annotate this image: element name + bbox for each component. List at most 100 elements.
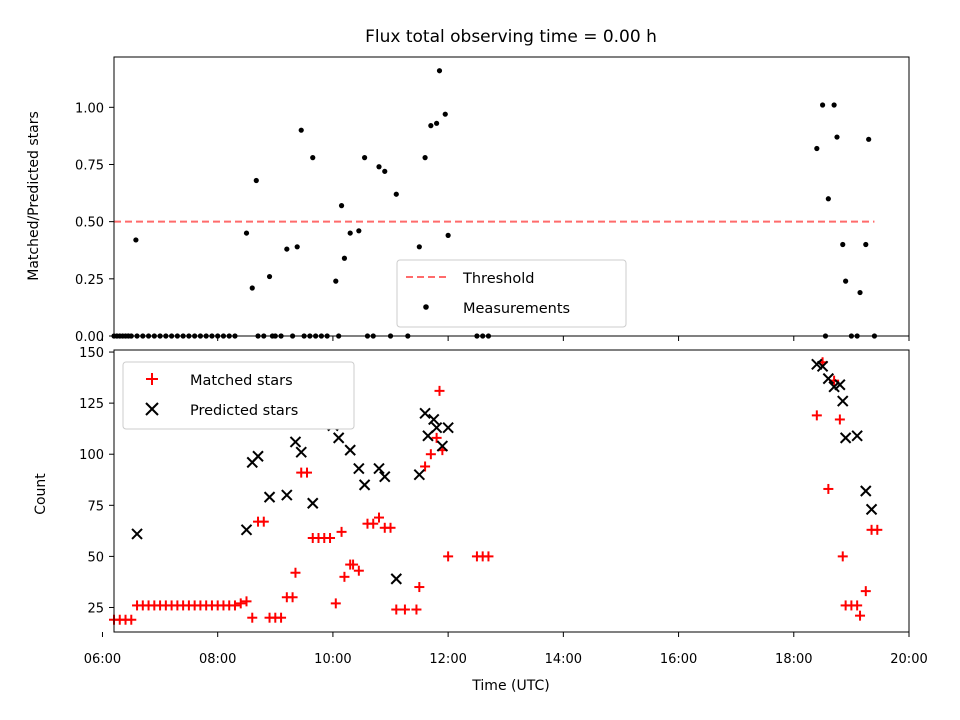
matched-star-point bbox=[860, 586, 871, 597]
bottom-x-tick-label: 18:00 bbox=[775, 652, 812, 667]
matched-star-point bbox=[483, 551, 494, 562]
matched-star-point bbox=[368, 518, 379, 529]
bottom-x-tick-label: 12:00 bbox=[429, 652, 466, 667]
measurement-point bbox=[393, 191, 399, 197]
predicted-star-point bbox=[413, 468, 426, 481]
measurement-point bbox=[814, 145, 820, 152]
predicted-star-point bbox=[865, 503, 878, 516]
matched-star-point bbox=[411, 604, 422, 615]
predicted-star-point bbox=[289, 436, 302, 448]
bottom-y-tick-label: 75 bbox=[87, 499, 104, 514]
measurement-point bbox=[422, 155, 428, 161]
matched-star-point bbox=[834, 414, 845, 425]
matched-star-point bbox=[374, 512, 384, 523]
bottom-legend: Matched stars Predicted stars bbox=[122, 361, 355, 430]
predicted-star-point bbox=[131, 528, 143, 540]
measurement-point bbox=[310, 155, 316, 161]
top-y-tick-label: 1.00 bbox=[75, 101, 104, 116]
matched-star-point bbox=[399, 604, 410, 615]
chart-title: Flux total observing time = 0.00 h bbox=[365, 27, 657, 47]
bottom-x-ticks: 06:00 08:00 10:00 12:00 14:00 16:00 18:00 20:00 bbox=[84, 632, 928, 667]
predicted-star-point bbox=[332, 432, 345, 444]
legend-predicted-label: Predicted stars bbox=[190, 403, 298, 419]
legend-matched-label: Matched stars bbox=[190, 373, 293, 389]
matched-star-point bbox=[425, 449, 436, 460]
predicted-star-point bbox=[816, 360, 829, 373]
predicted-star-point bbox=[373, 462, 385, 475]
bottom-legend-box bbox=[122, 361, 355, 430]
measurement-point bbox=[843, 278, 849, 284]
matched-star-point bbox=[431, 432, 442, 443]
matched-star-point bbox=[852, 600, 863, 611]
top-y-axis-label: Matched/Predicted stars bbox=[26, 111, 42, 281]
measurement-point bbox=[866, 136, 872, 142]
matched-star-point bbox=[872, 524, 883, 535]
top-y-tick-label: 0.50 bbox=[75, 216, 104, 231]
matched-star-point bbox=[855, 610, 866, 621]
measurement-point bbox=[442, 111, 448, 117]
legend-measurements-label: Measurements bbox=[463, 301, 570, 317]
matched-star-point bbox=[325, 533, 336, 543]
top-y-tick-label: 0.25 bbox=[75, 273, 104, 288]
predicted-star-point bbox=[822, 372, 835, 385]
matched-star-point bbox=[290, 567, 301, 578]
bottom-y-tick-label: 25 bbox=[87, 601, 104, 616]
predicted-star-point bbox=[344, 444, 356, 456]
bottom-y-tick-label: 150 bbox=[79, 346, 104, 361]
measurement-point bbox=[857, 289, 863, 296]
predicted-star-point bbox=[240, 524, 253, 536]
bottom-y-tick-label: 50 bbox=[87, 550, 104, 565]
top-y-tick-label: 0.00 bbox=[75, 330, 104, 345]
predicted-star-point bbox=[295, 446, 307, 458]
matched-star-point bbox=[811, 410, 822, 421]
measurement-point bbox=[361, 155, 368, 161]
x-axis-label: Time (UTC) bbox=[471, 678, 549, 694]
legend-threshold-label: Threshold bbox=[462, 271, 534, 287]
matched-star-point bbox=[353, 565, 364, 576]
predicted-star-point bbox=[358, 479, 371, 491]
top-x-ticks bbox=[101, 336, 910, 341]
measurement-point bbox=[863, 241, 869, 248]
measurement-point bbox=[284, 246, 290, 252]
matched-star-point bbox=[443, 551, 454, 562]
bottom-x-tick-label: 10:00 bbox=[314, 652, 351, 667]
matched-star-point bbox=[420, 461, 431, 472]
bottom-y-ticks: 25 50 75 100 125 150 bbox=[79, 346, 114, 616]
measurement-point bbox=[825, 196, 831, 202]
matched-star-point bbox=[247, 612, 258, 623]
bottom-y-tick-label: 100 bbox=[79, 448, 104, 463]
bottom-panel: 25 50 75 100 125 150 06:00 08:00 10:00 12:00 14:0… bbox=[33, 346, 928, 694]
matched-star-point bbox=[330, 598, 341, 609]
predicted-star-point bbox=[428, 413, 440, 426]
legend-predicted-swatch bbox=[145, 402, 159, 416]
matched-star-point bbox=[229, 600, 240, 611]
predicted-star-point bbox=[436, 440, 449, 452]
matched-star-point bbox=[301, 467, 312, 478]
measurement-point bbox=[834, 134, 840, 140]
predicted-star-point bbox=[837, 395, 849, 407]
measurement-point bbox=[347, 230, 353, 236]
measurement-point bbox=[333, 278, 339, 284]
predicted-star-point bbox=[281, 489, 293, 501]
matched-star-point bbox=[241, 596, 252, 607]
measurement-point bbox=[243, 230, 250, 236]
matched-star-point bbox=[414, 582, 425, 593]
measurement-point bbox=[436, 68, 443, 74]
top-frame bbox=[113, 56, 910, 337]
predicted-star-point bbox=[442, 421, 454, 434]
measurement-point bbox=[445, 232, 451, 238]
matched-star-point bbox=[823, 483, 834, 494]
matched-star-point bbox=[837, 551, 848, 562]
bottom-x-tick-label: 08:00 bbox=[199, 652, 236, 667]
matched-star-point bbox=[339, 571, 350, 582]
predicted-star-point bbox=[419, 407, 431, 420]
matched-star-point bbox=[391, 604, 402, 615]
predicted-star-point bbox=[860, 485, 872, 497]
predicted-star-point bbox=[430, 421, 443, 434]
matched-star-point bbox=[235, 598, 246, 609]
measurement-point bbox=[376, 164, 382, 170]
predicted-star-point bbox=[390, 573, 402, 585]
measurement-point bbox=[356, 228, 362, 234]
bottom-x-tick-label: 16:00 bbox=[660, 652, 697, 667]
